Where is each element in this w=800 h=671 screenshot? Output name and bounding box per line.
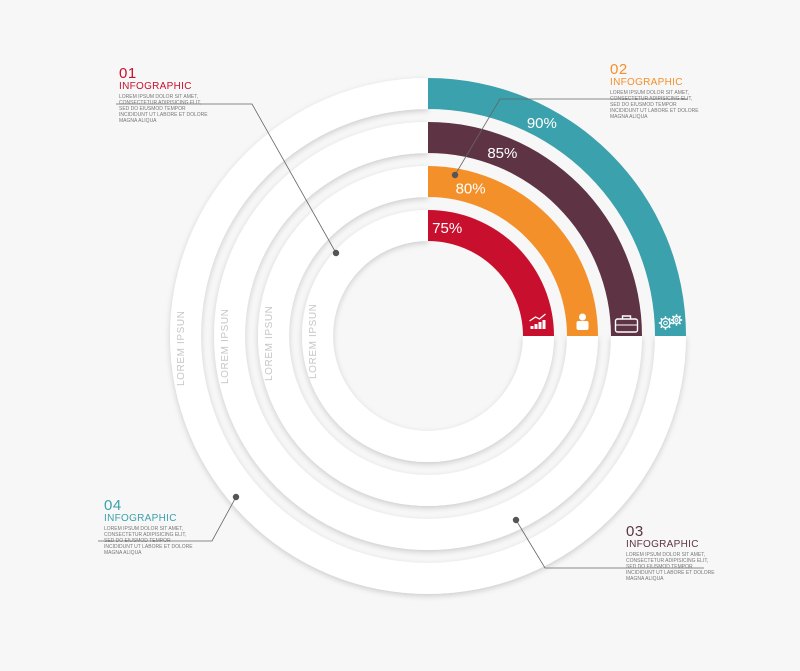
callout-02: 02 INFOGRAPHIC LOREM IPSUM DOLOR SIT AME… bbox=[610, 62, 760, 120]
callout-body: LOREM IPSUM DOLOR SIT AMET, CONSECTETUR … bbox=[119, 94, 208, 124]
connector-line bbox=[454, 98, 688, 176]
connector-dot bbox=[332, 249, 340, 257]
callout-title: INFOGRAPHIC bbox=[119, 81, 192, 92]
callout-03: 03 INFOGRAPHIC LOREM IPSUM DOLOR SIT AME… bbox=[626, 524, 776, 582]
callout-number: 02 bbox=[610, 61, 628, 78]
segment-percent-label: 85% bbox=[487, 145, 517, 162]
chart-icon bbox=[529, 313, 546, 329]
segment-percent-label: 80% bbox=[456, 180, 486, 197]
segment-bar bbox=[428, 78, 686, 336]
segment-percent-label: 75% bbox=[432, 220, 462, 237]
person-icon bbox=[576, 313, 589, 330]
ring-label: LOREM IPSUN bbox=[308, 303, 319, 379]
connector-line bbox=[98, 496, 237, 542]
callout-title: INFOGRAPHIC bbox=[626, 539, 699, 550]
briefcase-icon bbox=[614, 315, 639, 333]
connector-dot bbox=[451, 171, 459, 179]
connector-line bbox=[515, 519, 704, 569]
ring-label: LOREM IPSUN bbox=[220, 308, 231, 384]
connector-line bbox=[116, 103, 337, 254]
ring-label: LOREM IPSUN bbox=[264, 305, 275, 381]
callout-number: 03 bbox=[626, 523, 644, 540]
connector-dot bbox=[512, 516, 520, 524]
callout-title: INFOGRAPHIC bbox=[104, 513, 177, 524]
segment-bar bbox=[428, 210, 554, 336]
callout-body: LOREM IPSUM DOLOR SIT AMET, CONSECTETUR … bbox=[104, 526, 193, 556]
ring-label: LOREM IPSUN bbox=[176, 310, 187, 386]
connector-dot bbox=[232, 493, 240, 501]
callout-body: LOREM IPSUM DOLOR SIT AMET, CONSECTETUR … bbox=[610, 90, 699, 120]
callout-number: 01 bbox=[119, 65, 137, 82]
callout-04: 04 INFOGRAPHIC LOREM IPSUM DOLOR SIT AME… bbox=[104, 498, 254, 556]
callout-number: 04 bbox=[104, 497, 122, 514]
callout-title: INFOGRAPHIC bbox=[610, 77, 683, 88]
segment-percent-label: 90% bbox=[527, 115, 557, 132]
gears-icon bbox=[658, 314, 683, 330]
callout-01: 01 INFOGRAPHIC LOREM IPSUM DOLOR SIT AME… bbox=[119, 66, 269, 124]
segment-bar bbox=[428, 122, 642, 336]
callout-body: LOREM IPSUM DOLOR SIT AMET, CONSECTETUR … bbox=[626, 552, 715, 582]
